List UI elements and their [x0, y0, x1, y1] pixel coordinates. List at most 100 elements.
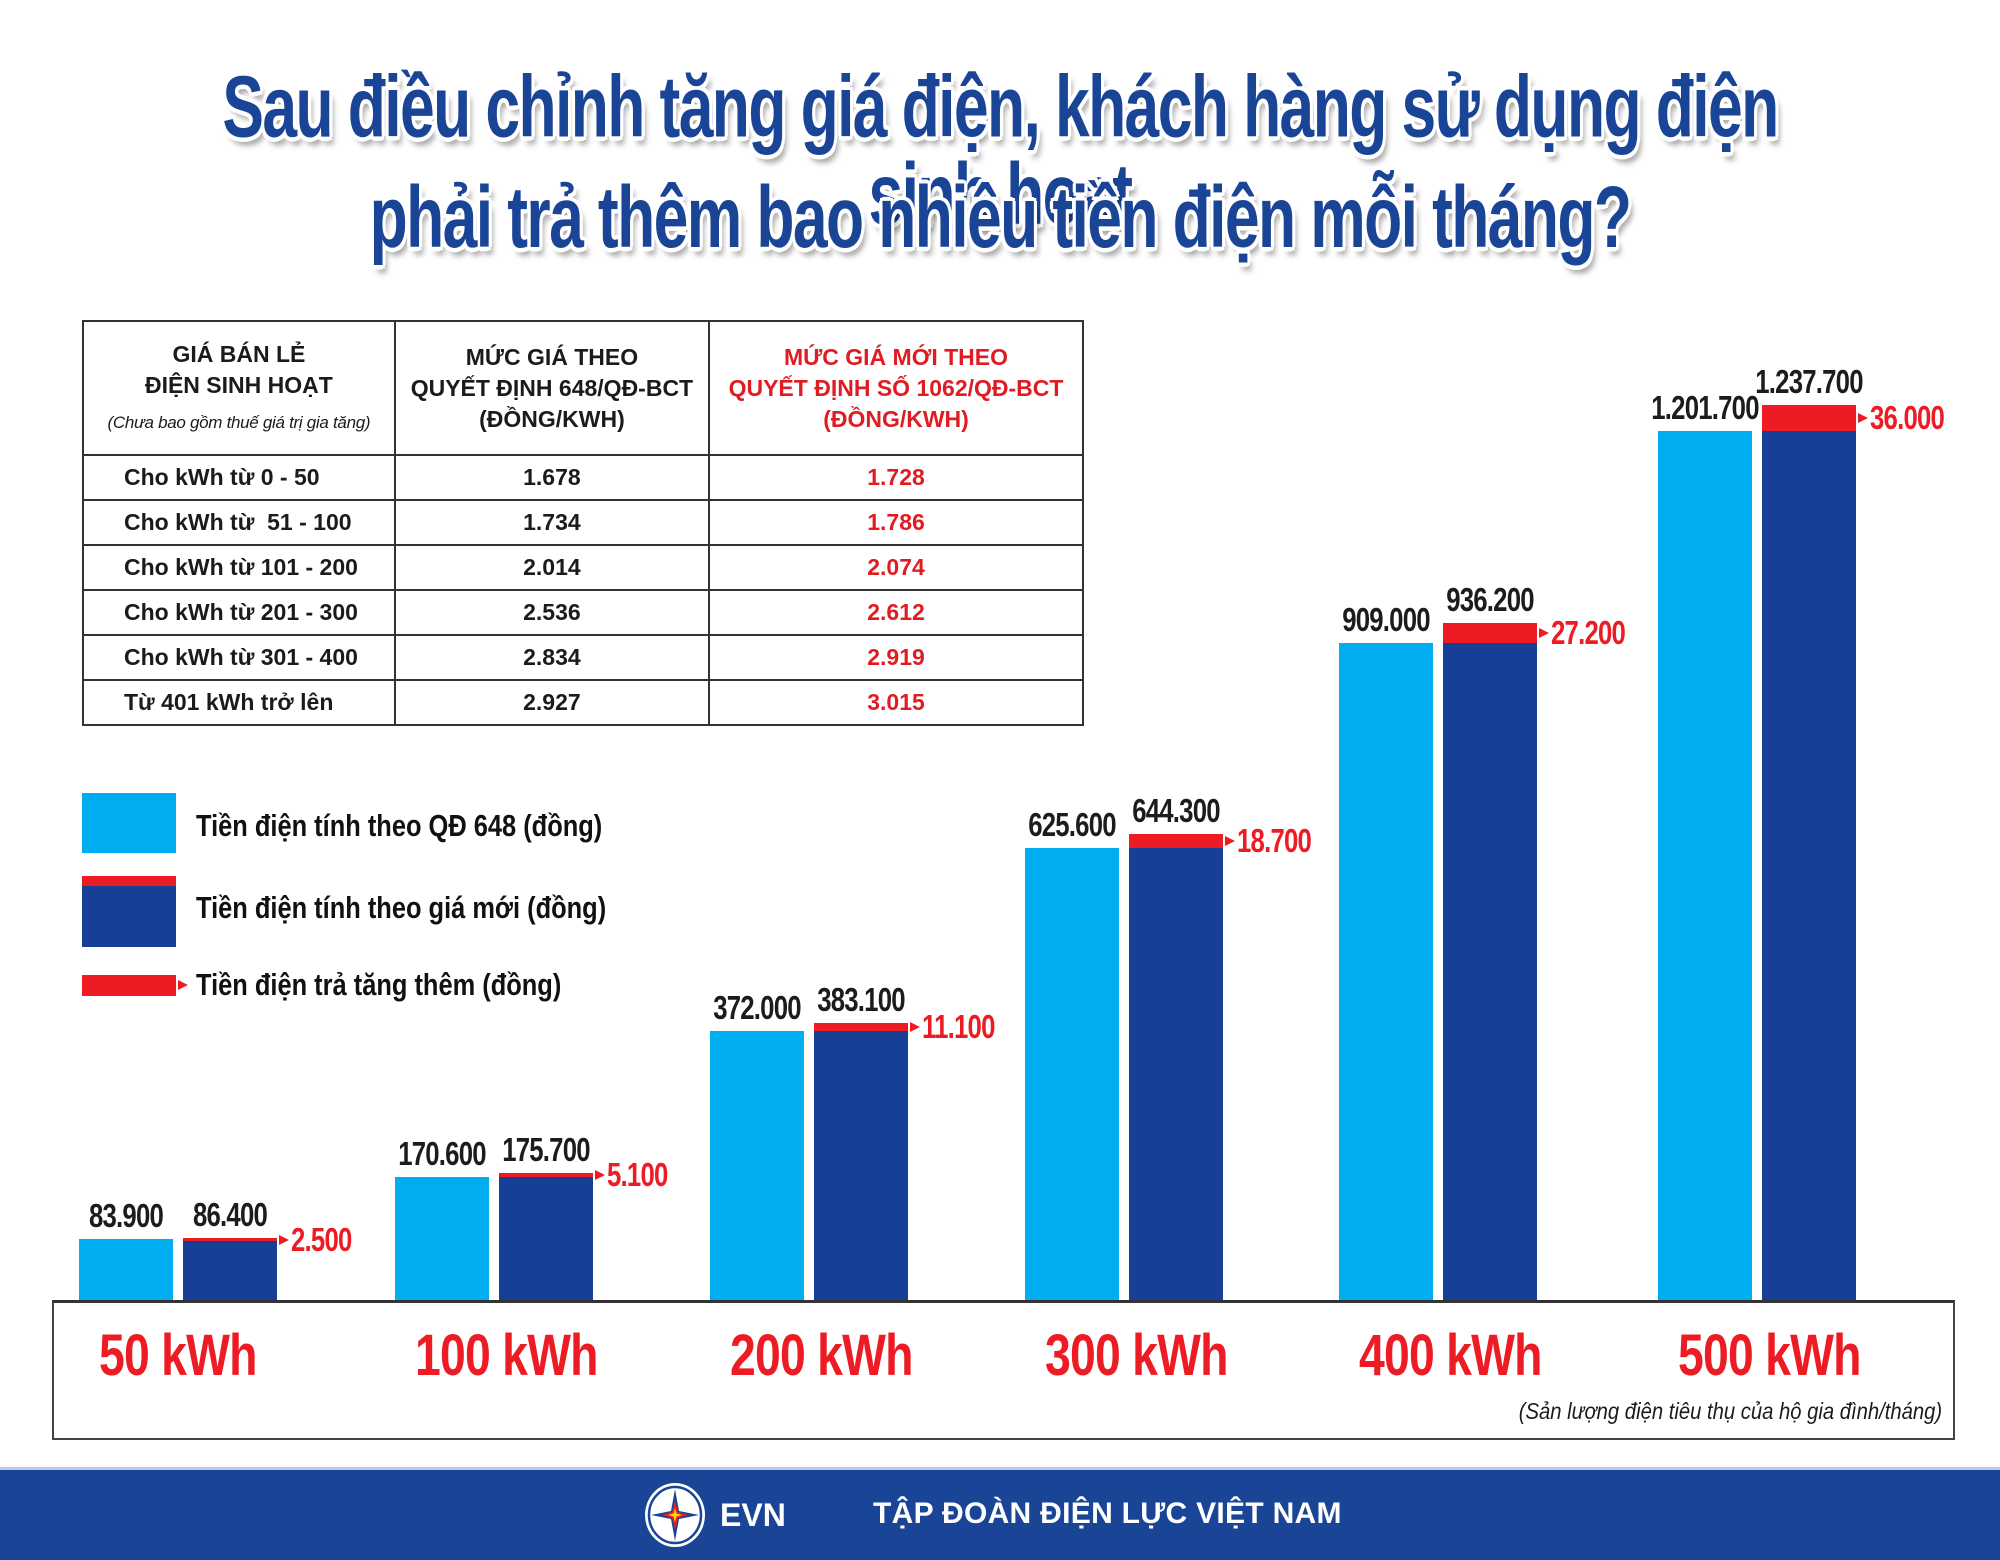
header-old-price: MỨC GIÁ THEO QUYẾT ĐỊNH 648/QĐ-BCT (ĐỒNG… — [393, 320, 711, 456]
bar-old-200-kWh — [710, 1031, 804, 1300]
x-category-label: 300 kWh — [1045, 1323, 1228, 1388]
price-table: GIÁ BÁN LẺ ĐIỆN SINH HOẠT (Chưa bao gồm … — [82, 320, 1084, 726]
old-price: 1.734 — [393, 499, 711, 546]
table-row: Cho kWh từ 201 - 300 2.536 2.612 — [82, 589, 1084, 636]
tier-label: Cho kWh từ 301 - 400 — [82, 634, 396, 681]
organization-name: TẬP ĐOÀN ĐIỆN LỰC VIỆT NAM — [873, 1497, 1342, 1530]
new-price: 2.074 — [708, 544, 1084, 591]
legend-swatch-increase — [82, 975, 176, 996]
x-category-label: 500 kWh — [1678, 1323, 1861, 1388]
legend-label-old: Tiền điện tính theo QĐ 648 (đồng) — [196, 808, 603, 843]
bar-new-500-kWh — [1762, 405, 1856, 1300]
value-label-new: 644.300 — [1132, 792, 1220, 829]
header-tier-line-1: GIÁ BÁN LẺ — [172, 340, 306, 367]
x-axis-box — [52, 1300, 1955, 1440]
x-category-label: 100 kWh — [415, 1323, 598, 1388]
tier-label: Cho kWh từ 101 - 200 — [82, 544, 396, 591]
new-price: 2.919 — [708, 634, 1084, 681]
header-new-line-3: (ĐỒNG/KWH) — [823, 405, 969, 432]
value-label-increase: 36.000 — [1870, 399, 1945, 436]
new-price: 1.728 — [708, 454, 1084, 501]
table-row: Từ 401 kWh trở lên 2.927 3.015 — [82, 679, 1084, 726]
bar-old-100-kWh — [395, 1177, 489, 1300]
value-label-old: 170.600 — [398, 1135, 486, 1172]
arrow-icon — [178, 980, 188, 990]
value-label-increase: 27.200 — [1551, 614, 1626, 651]
value-label-increase: 2.500 — [291, 1220, 352, 1258]
value-label-old: 625.600 — [1028, 806, 1116, 843]
bar-old-500-kWh — [1658, 431, 1752, 1300]
value-label-increase: 5.100 — [607, 1156, 668, 1193]
value-label-old: 1.201.700 — [1651, 389, 1759, 426]
old-price: 1.678 — [393, 454, 711, 501]
x-category-label: 400 kWh — [1359, 1323, 1542, 1388]
header-tier-note: (Chưa bao gồm thuế giá trị gia tăng) — [107, 412, 371, 432]
tier-label: Cho kWh từ 51 - 100 — [82, 499, 396, 546]
header-old-line-3: (ĐỒNG/KWH) — [479, 405, 625, 432]
title-text-1: Sau điều chỉnh tăng giá điện, khách hàng… — [222, 57, 1779, 243]
bar-old-50-kWh — [79, 1239, 173, 1300]
bar-increase-segment — [1762, 405, 1856, 431]
bar-old-300-kWh — [1025, 848, 1119, 1300]
value-label-new: 1.237.700 — [1755, 363, 1863, 400]
bar-increase-segment — [814, 1023, 908, 1031]
bar-new-200-kWh — [814, 1023, 908, 1300]
x-category-label: 200 kWh — [730, 1323, 913, 1388]
header-new-line-1: MỨC GIÁ MỚI THEO — [784, 343, 1008, 370]
table-row: Cho kWh từ 0 - 50 1.678 1.728 — [82, 454, 1084, 501]
new-price: 1.786 — [708, 499, 1084, 546]
evn-brand-text: EVN — [720, 1497, 786, 1533]
chart-title-line-2: phải trả thêm bao nhiêu tiền điện mỗi th… — [0, 173, 2000, 260]
table-row: Cho kWh từ 301 - 400 2.834 2.919 — [82, 634, 1084, 681]
old-price: 2.536 — [393, 589, 711, 636]
legend-label-new: Tiền điện tính theo giá mới (đồng) — [196, 890, 607, 925]
arrow-icon — [1858, 413, 1868, 423]
title-text-2: phải trả thêm bao nhiêu tiền điện mỗi th… — [369, 167, 1632, 267]
value-label-old: 83.900 — [88, 1197, 164, 1234]
table-row: Cho kWh từ 101 - 200 2.014 2.074 — [82, 544, 1084, 591]
tier-label: Từ 401 kWh trở lên — [82, 679, 396, 726]
chart-title-line-1: Sau điều chỉnh tăng giá điện, khách hàng… — [0, 63, 2000, 238]
header-tier: GIÁ BÁN LẺ ĐIỆN SINH HOẠT (Chưa bao gồm … — [82, 320, 396, 456]
value-label-new: 175.700 — [502, 1131, 590, 1168]
value-label-new: 86.400 — [192, 1196, 268, 1233]
tier-label: Cho kWh từ 0 - 50 — [82, 454, 396, 501]
arrow-icon — [1539, 628, 1549, 638]
value-label-old: 909.000 — [1342, 601, 1430, 638]
value-label-increase: 18.700 — [1237, 822, 1312, 859]
bar-old-400-kWh — [1339, 643, 1433, 1300]
bar-new-300-kWh — [1129, 834, 1223, 1300]
old-price: 2.927 — [393, 679, 711, 726]
header-tier-line-2: ĐIỆN SINH HOẠT — [144, 371, 333, 398]
x-axis-label: (Sản lượng điện tiêu thụ của hộ gia đình… — [1518, 1398, 1942, 1424]
arrow-icon — [595, 1170, 605, 1180]
new-price: 2.612 — [708, 589, 1084, 636]
header-old-line-1: MỨC GIÁ THEO — [465, 343, 639, 370]
table-row: Cho kWh từ 51 - 100 1.734 1.786 — [82, 499, 1084, 546]
legend-swatch-new — [82, 876, 176, 947]
bar-increase-segment — [1443, 623, 1537, 643]
bar-new-400-kWh — [1443, 623, 1537, 1300]
value-label-increase: 11.100 — [922, 1008, 995, 1045]
evn-logo-icon — [645, 1483, 705, 1547]
legend-swatch-old — [82, 793, 176, 853]
value-label-old: 372.000 — [713, 989, 801, 1026]
tier-label: Cho kWh từ 201 - 300 — [82, 589, 396, 636]
arrow-icon — [910, 1022, 920, 1032]
old-price: 2.834 — [393, 634, 711, 681]
bar-new-100-kWh — [499, 1173, 593, 1300]
footer-bar — [0, 1467, 2000, 1560]
x-category-label: 50 kWh — [99, 1323, 257, 1388]
header-new-price: MỨC GIÁ MỚI THEO QUYẾT ĐỊNH SỐ 1062/QĐ-B… — [708, 320, 1084, 456]
header-new-line-2: QUYẾT ĐỊNH SỐ 1062/QĐ-BCT — [728, 374, 1064, 401]
value-label-new: 383.100 — [817, 981, 905, 1018]
value-label-new: 936.200 — [1446, 581, 1534, 618]
bar-increase-segment — [499, 1173, 593, 1177]
new-price: 3.015 — [708, 679, 1084, 726]
bar-increase-segment — [183, 1238, 277, 1241]
legend-label-increase: Tiền điện trả tăng thêm (đồng) — [196, 967, 562, 1002]
arrow-icon — [279, 1234, 289, 1245]
header-old-line-2: QUYẾT ĐỊNH 648/QĐ-BCT — [410, 374, 694, 401]
bar-increase-segment — [1129, 834, 1223, 848]
arrow-icon — [1225, 836, 1235, 846]
